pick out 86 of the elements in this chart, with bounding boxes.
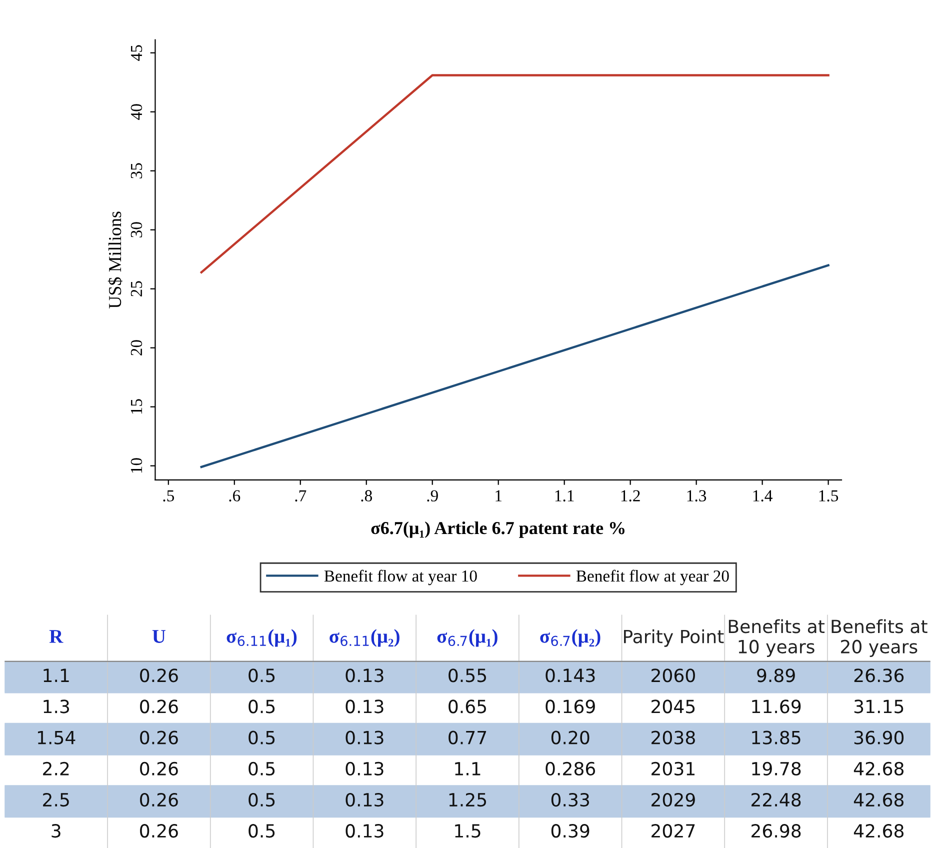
text: 0.13 [346,792,384,807]
text: 31.15 [854,700,904,714]
y-tick-label: 10 [130,458,142,473]
text: 2.2 [43,762,69,776]
text: 3 [52,824,60,838]
text: 42.68 [854,792,904,807]
text: 0.39 [551,824,590,838]
x-tick-label: 1.5 [819,490,838,502]
y-tick-label: 15 [130,399,142,414]
category-label: R [49,630,64,643]
category-label: Parity Point [624,629,724,647]
category-label: Benefits at 10 years [728,619,825,657]
text: 0.5 [248,762,275,776]
text: 0.13 [346,668,384,682]
y-tick-label: 20 [130,340,142,356]
text: 0.5 [248,824,275,838]
x-tick-label: .6 [229,490,240,502]
text: 0.5 [248,668,275,682]
x-axis-title: σ6.7(μ₁) Article 6.7 patent rate % [371,521,624,538]
text: 26.98 [752,824,801,838]
text: 0.5 [248,792,275,807]
category-label: Benefits at 20 years [832,619,928,657]
text: 9.89 [757,668,795,682]
text: 1.1 [455,762,480,776]
text: 0.65 [448,700,486,714]
text: 0.13 [346,700,384,714]
x-tick-label: 1.2 [621,490,640,502]
text: 0.26 [140,700,178,714]
text: 0.33 [551,792,590,807]
text: 2.5 [43,792,69,807]
legend-label: Benefit flow at year 20 [576,570,729,586]
text: 13.85 [752,730,800,744]
y-axis-title: US$ Millions [108,212,122,308]
x-tick-label: .9 [427,490,438,502]
text: 2031 [652,762,695,776]
category-label: σ$_{6.7}$(μ₁) [437,629,498,647]
text: 0.143 [546,668,595,682]
text: 1.5 [455,824,480,838]
category-label: U [152,630,166,643]
y-tick-label: 25 [130,281,142,296]
text: 0.13 [346,824,384,838]
text: 42.68 [854,824,904,838]
category-label: σ$_{6.7}$(μ₂) [540,629,600,647]
text: 0.26 [140,762,178,776]
text: 2060 [652,668,695,682]
text: 0.13 [346,730,384,744]
y-tick-label: 45 [130,45,142,61]
text: 0.26 [140,668,178,682]
text: 1.3 [44,700,70,714]
text: 0.26 [140,792,178,807]
text: 1.54 [38,730,76,744]
text: 11.69 [752,700,801,714]
text: 1.1 [44,668,69,682]
text: 2038 [652,730,695,744]
text: 0.20 [551,730,590,744]
x-tick-label: 1.3 [687,490,706,502]
text: 0.5 [248,730,275,744]
category-label: σ$_{6.11}$(μ₂) [330,629,400,647]
text: 0.77 [448,730,486,744]
x-tick-label: 1 [496,490,502,502]
x-tick-label: .5 [163,490,174,502]
x-tick-label: .7 [295,490,306,502]
legend-label: Benefit flow at year 10 [324,570,477,586]
category-label: σ$_{6.11}$(μ₁) [226,629,297,647]
x-tick-label: .8 [361,490,372,502]
text: 26.36 [854,668,904,682]
y-tick-label: 40 [130,104,142,120]
text: 0.13 [346,762,384,776]
text: 42.68 [854,762,904,776]
x-tick-label: 1.1 [555,490,574,502]
text: 0.55 [448,668,486,682]
y-tick-label: 35 [130,163,142,178]
text: 2045 [652,700,695,714]
text: 0.26 [140,824,178,838]
y-tick-label: 30 [130,222,142,238]
text: 0.169 [546,700,595,714]
text: 0.286 [546,762,596,776]
text: 0.5 [248,700,275,714]
text: 2029 [652,792,695,807]
x-tick-label: 1.4 [753,490,772,502]
text: 19.78 [752,762,801,776]
text: 1.25 [449,792,486,807]
text: 2027 [652,824,695,838]
text: 0.26 [140,730,178,744]
text: 22.48 [752,792,801,807]
text: 36.90 [854,730,904,744]
